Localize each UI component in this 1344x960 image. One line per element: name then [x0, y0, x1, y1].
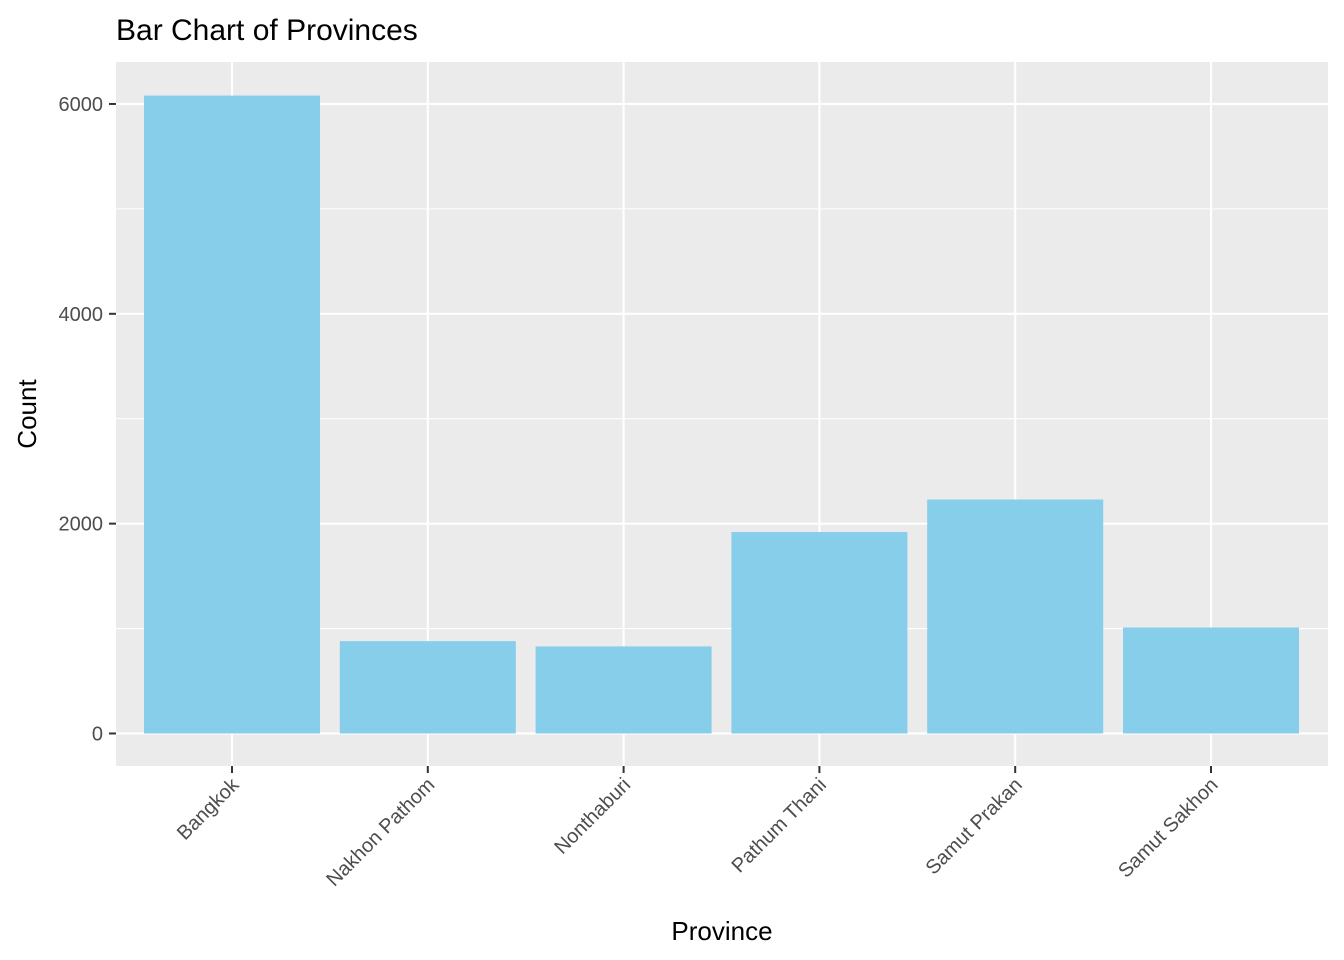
x-tick-label: Samut Prakan	[922, 774, 1027, 879]
x-tick-label: Nonthaburi	[550, 774, 635, 859]
bar	[339, 641, 516, 734]
x-tick-label: Bangkok	[173, 773, 244, 844]
y-tick-label: 4000	[59, 304, 104, 326]
y-tick-label: 2000	[59, 514, 104, 536]
bar	[1123, 627, 1299, 734]
bar	[731, 532, 908, 734]
x-tick-label: Nakhon Pathom	[322, 774, 439, 891]
y-tick-label: 6000	[59, 94, 104, 116]
chart-title: Bar Chart of Provinces	[116, 14, 418, 47]
x-tick-label: Samut Sakhon	[1114, 774, 1222, 882]
y-tick-label: 0	[92, 723, 103, 745]
bar	[144, 95, 320, 734]
bar	[535, 646, 712, 734]
x-tick-label: Pathum Thani	[728, 774, 831, 877]
y-axis: 0 2000 4000 6000	[59, 94, 116, 745]
bar	[927, 499, 1104, 734]
y-axis-title: Count	[12, 379, 42, 449]
bars	[144, 95, 1299, 734]
x-axis-title: Province	[671, 916, 772, 946]
x-axis: Bangkok Nakhon Pathom Nonthaburi Pathum Tha…	[173, 766, 1223, 891]
